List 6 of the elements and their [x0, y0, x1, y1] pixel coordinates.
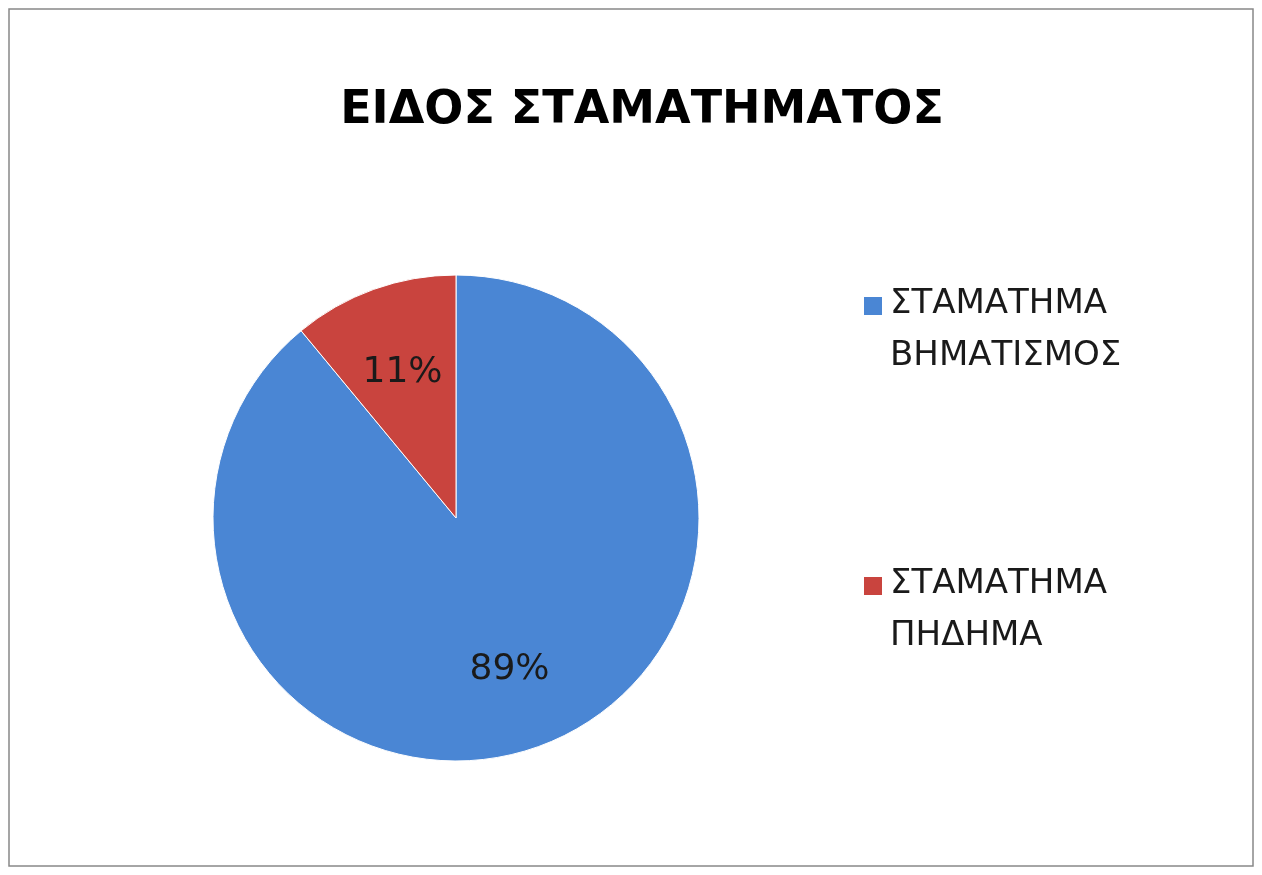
data-label: 89% — [469, 646, 550, 688]
legend-label: ΣΤΑΜΑΤΗΜΑ ΒΗΜΑΤΙΣΜΟΣ — [890, 281, 1122, 373]
chart-title: ΕΙΔΟΣ ΣΤΑΜΑΤΗΜΑΤΟΣ — [340, 80, 944, 134]
pie-slice — [212, 274, 700, 762]
data-label: 11% — [362, 348, 443, 390]
legend-label: ΣΤΑΜΑΤΗΜΑ ΠΗΔΗΜΑ — [890, 561, 1108, 653]
